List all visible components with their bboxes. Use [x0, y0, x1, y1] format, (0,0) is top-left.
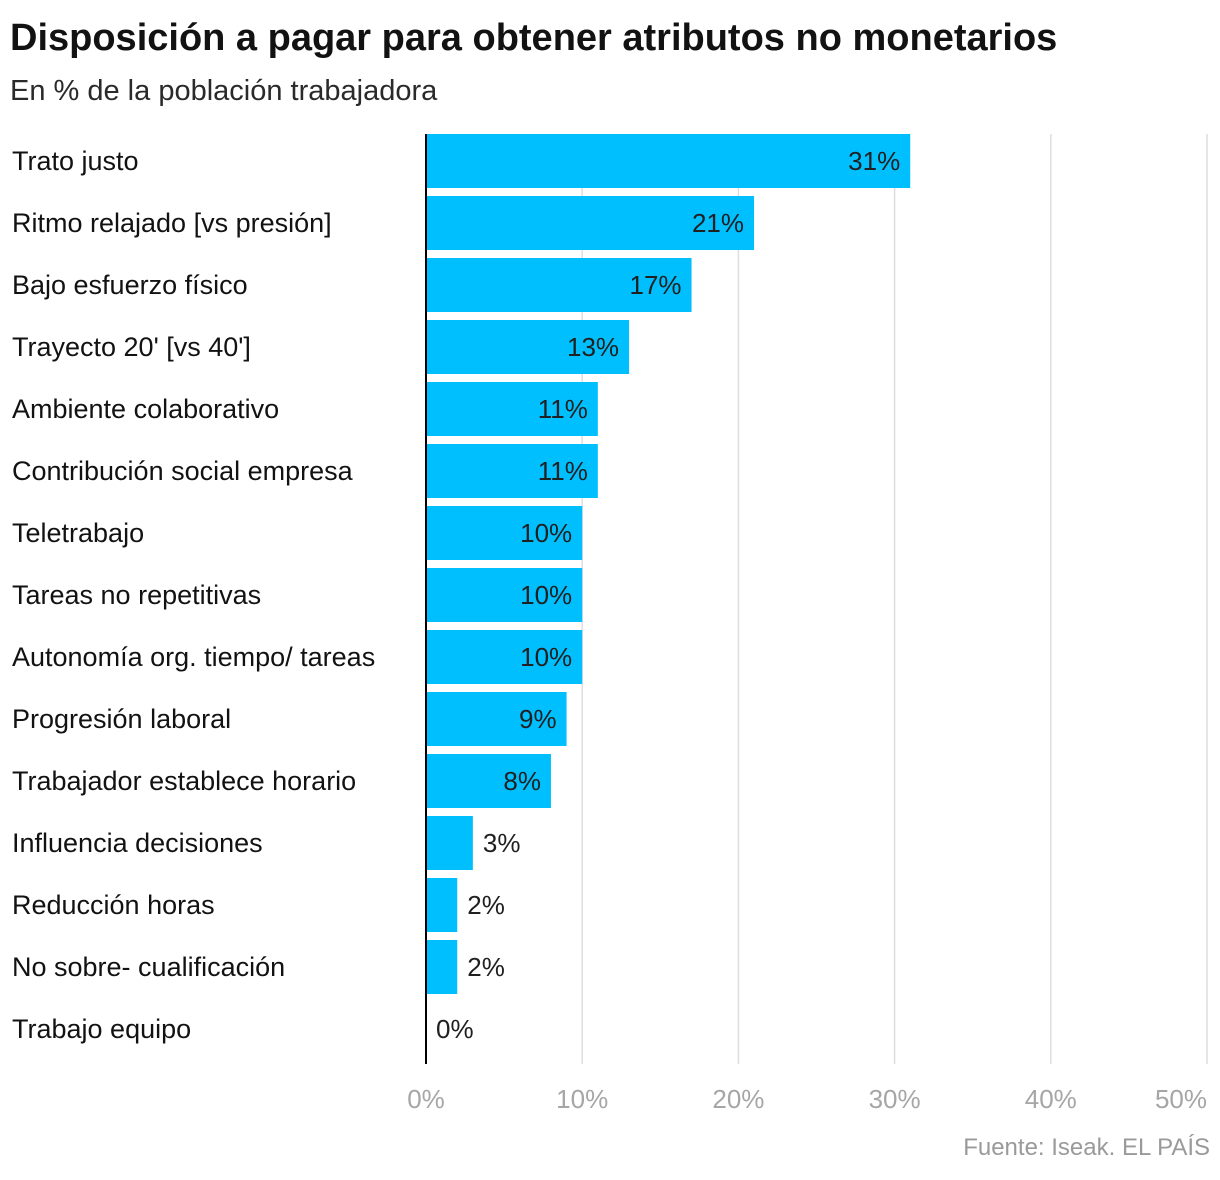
- bar: [426, 258, 692, 312]
- bar: [426, 196, 755, 250]
- bar: [426, 754, 551, 808]
- category-label: Trabajador establece horario: [12, 766, 356, 796]
- value-label: 9%: [519, 704, 557, 734]
- category-label: Ritmo relajado [vs presión]: [12, 208, 332, 238]
- value-label: 0%: [436, 1014, 474, 1044]
- value-label: 2%: [467, 952, 505, 982]
- category-label: Contribución social empresa: [12, 456, 354, 486]
- bar: [426, 630, 583, 684]
- category-label: Ambiente colaborativo: [12, 394, 279, 424]
- bar: [426, 382, 598, 436]
- chart-subtitle: En % de la población trabajadora: [10, 75, 438, 107]
- value-label: 10%: [520, 580, 572, 610]
- value-label: 31%: [848, 146, 900, 176]
- x-tick-label: 50%: [1155, 1084, 1207, 1114]
- bar: [426, 134, 911, 188]
- category-label: No sobre- cualificación: [12, 952, 285, 982]
- category-label: Trato justo: [12, 146, 139, 176]
- x-tick-label: 20%: [712, 1084, 764, 1114]
- x-tick-label: 0%: [407, 1084, 445, 1114]
- bar: [426, 878, 458, 932]
- value-label: 21%: [692, 208, 744, 238]
- category-labels: Trato justo 31% Ritmo relajado [vs presión…: [12, 146, 900, 1044]
- category-label: Progresión laboral: [12, 704, 231, 734]
- value-label: 10%: [520, 518, 572, 548]
- value-label: 3%: [483, 828, 521, 858]
- source-note: Fuente: Iseak. EL PAÍS: [963, 1134, 1210, 1161]
- bar: [426, 506, 583, 560]
- bar: [426, 940, 458, 994]
- bar: [426, 568, 583, 622]
- value-label: 8%: [503, 766, 541, 796]
- gridlines: [581, 134, 1208, 1064]
- x-tick-label: 10%: [556, 1084, 608, 1114]
- category-label: Bajo esfuerzo físico: [12, 270, 248, 300]
- category-label: Reducción horas: [12, 890, 215, 920]
- category-label: Autonomía org. tiempo/ tareas: [12, 642, 375, 672]
- value-label: 11%: [538, 394, 588, 424]
- category-label: Teletrabajo: [12, 518, 144, 548]
- bars: [426, 134, 911, 994]
- value-label: 10%: [520, 642, 572, 672]
- bar: [426, 320, 630, 374]
- bar: [426, 444, 598, 498]
- x-axis-ticks: 0% 10% 20% 30% 40% 50%: [407, 1084, 1207, 1114]
- bar-chart: Trato justo 31% Ritmo relajado [vs presión…: [12, 134, 1208, 1114]
- value-label: 17%: [629, 270, 681, 300]
- value-label: 13%: [567, 332, 619, 362]
- category-label: Trabajo equipo: [12, 1014, 191, 1044]
- chart-title: Disposición a pagar para obtener atribut…: [10, 17, 1058, 59]
- x-tick-label: 40%: [1025, 1084, 1077, 1114]
- value-label: 11%: [538, 456, 588, 486]
- x-tick-label: 30%: [869, 1084, 921, 1114]
- value-label: 2%: [467, 890, 505, 920]
- category-label: Trayecto 20' [vs 40']: [12, 332, 251, 362]
- bar: [426, 816, 473, 870]
- category-label: Influencia decisiones: [12, 828, 263, 858]
- category-label: Tareas no repetitivas: [12, 580, 261, 610]
- bar: [426, 692, 567, 746]
